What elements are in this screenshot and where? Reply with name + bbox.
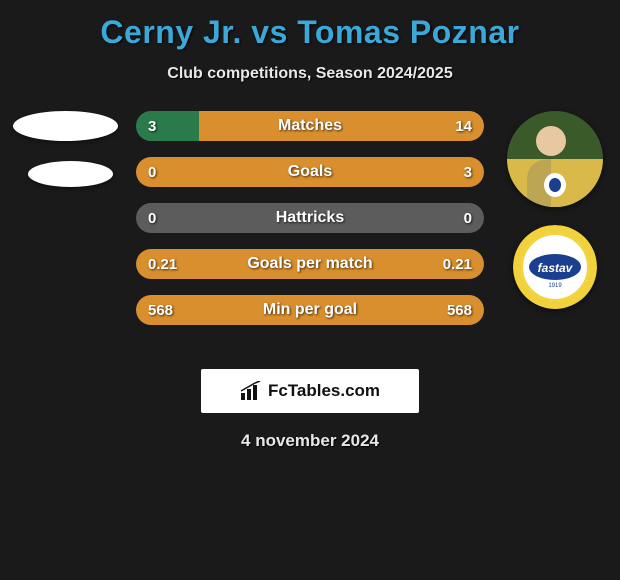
player-right-photo: [507, 111, 603, 207]
site-name: FcTables.com: [268, 381, 380, 401]
stat-label: Matches: [136, 111, 484, 141]
stat-label: Goals per match: [136, 249, 484, 279]
stat-row: 3Matches14: [136, 111, 484, 141]
chart-icon: [240, 381, 262, 401]
stat-row: 0Hattricks0: [136, 203, 484, 233]
player-left-column: [8, 111, 123, 207]
stat-row: 568Min per goal568: [136, 295, 484, 325]
stat-bars: 3Matches140Goals30Hattricks00.21Goals pe…: [136, 111, 484, 341]
stat-value-right: 0.21: [443, 249, 472, 279]
stat-label: Hattricks: [136, 203, 484, 233]
stat-value-right: 568: [447, 295, 472, 325]
comparison-panel: fastav 1919 3Matches140Goals30Hattricks0…: [0, 111, 620, 351]
stat-value-right: 14: [455, 111, 472, 141]
stat-row: 0.21Goals per match0.21: [136, 249, 484, 279]
site-logo: FcTables.com: [201, 369, 419, 413]
player-left-club-placeholder: [28, 161, 113, 187]
stat-label: Min per goal: [136, 295, 484, 325]
svg-text:fastav: fastav: [537, 261, 573, 275]
date-label: 4 november 2024: [0, 431, 620, 451]
stat-row: 0Goals3: [136, 157, 484, 187]
stat-label: Goals: [136, 157, 484, 187]
player-right-club-badge: fastav 1919: [513, 225, 597, 309]
player-right-column: fastav 1919: [497, 111, 612, 309]
player-left-photo-placeholder: [13, 111, 118, 141]
page-title: Cerny Jr. vs Tomas Poznar: [0, 0, 620, 51]
page-subtitle: Club competitions, Season 2024/2025: [0, 65, 620, 83]
stat-value-right: 0: [464, 203, 472, 233]
svg-text:1919: 1919: [548, 283, 562, 289]
stat-value-right: 3: [464, 157, 472, 187]
